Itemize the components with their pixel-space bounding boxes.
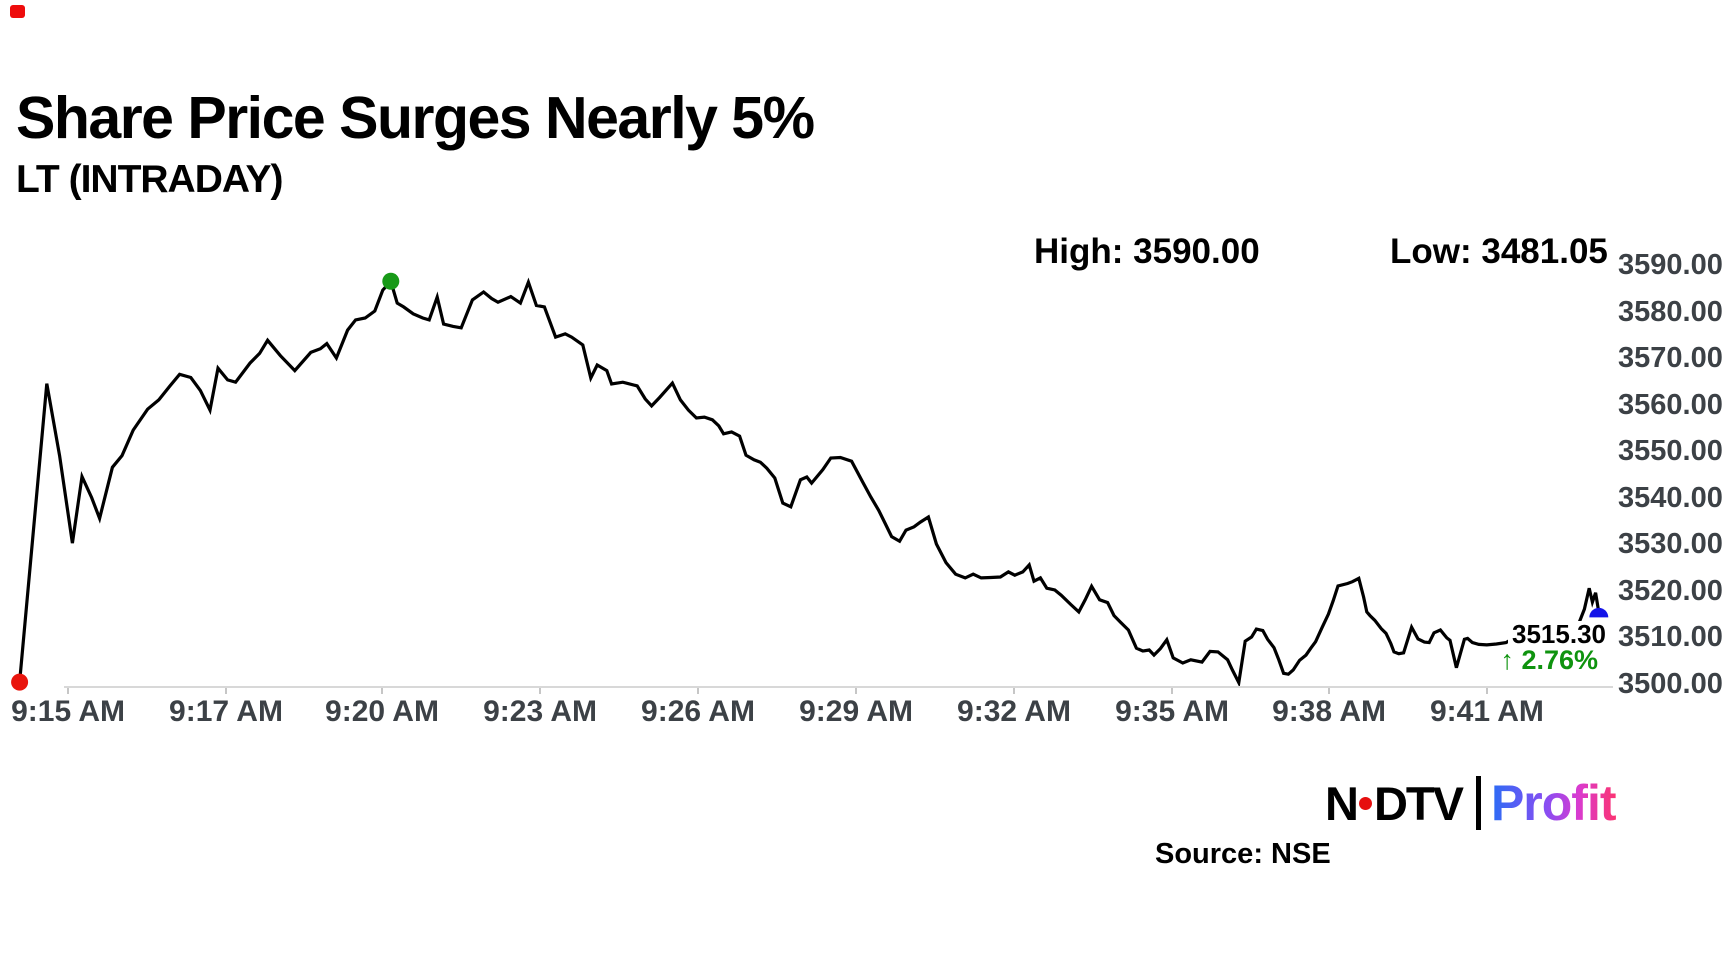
price-line <box>18 277 1601 688</box>
y-tick-label: 3530.00 <box>1618 528 1723 560</box>
x-tick-label: 9:26 AM <box>641 695 755 728</box>
x-tick-mark <box>67 688 70 694</box>
page-title: Share Price Surges Nearly 5% <box>16 85 815 151</box>
y-tick-label: 3580.00 <box>1618 295 1723 328</box>
y-tick-label: 3550.00 <box>1618 435 1723 467</box>
marker-layer <box>11 272 1609 691</box>
x-tick-mark <box>1328 688 1331 694</box>
ndtv-logo-text: N DTV <box>1325 776 1464 831</box>
y-tick-label: 3520.00 <box>1618 574 1723 607</box>
y-tick-label: 3540.00 <box>1618 481 1723 514</box>
logo-divider <box>1475 776 1481 830</box>
x-tick-mark <box>381 688 383 694</box>
x-tick-mark <box>539 688 542 694</box>
y-tick-label: 3560.00 <box>1618 388 1723 421</box>
source-label: Source: NSE <box>1155 838 1331 870</box>
last-change-label: ↑ 2.76% <box>1498 646 1598 674</box>
red-corner-marker <box>10 5 25 18</box>
last-price-dot <box>1589 607 1609 618</box>
high-value-label: High: 3590.00 <box>1034 232 1260 271</box>
x-tick-mark <box>1171 688 1174 694</box>
x-tick-label: 9:41 AM <box>1429 695 1544 728</box>
y-tick-label: 3570.00 <box>1618 342 1723 374</box>
x-tick-mark <box>1485 688 1488 694</box>
last-price-label: 3515.30 <box>1508 621 1606 649</box>
x-tick-mark <box>225 688 227 694</box>
session-open-low-dot <box>11 673 29 691</box>
x-tick-label: 9:20 AM <box>325 695 439 728</box>
profit-logo-text: Profit <box>1490 775 1617 831</box>
x-tick-label: 9:38 AM <box>1272 695 1386 728</box>
y-tick-label: 3500.00 <box>1618 667 1723 700</box>
price-line-chart <box>11 272 1609 691</box>
x-tick-label: 9:23 AM <box>483 695 598 728</box>
chart-subtitle: LT (INTRADAY) <box>16 158 283 201</box>
y-tick-label: 3590.00 <box>1618 249 1723 281</box>
x-tick-mark <box>1013 688 1015 694</box>
session-high-dot <box>382 272 400 290</box>
ndtv-logo-red-dot-icon <box>1358 796 1372 810</box>
x-tick-label: 9:17 AM <box>169 695 283 728</box>
x-tick-label: 9:35 AM <box>1115 695 1230 728</box>
y-tick-label: 3510.00 <box>1618 621 1723 653</box>
low-value-label: Low: 3481.05 <box>1390 232 1608 271</box>
ndtv-profit-logo: N DTV Profit <box>1325 774 1616 832</box>
x-tick-mark <box>697 688 699 694</box>
x-tick-mark <box>855 688 858 694</box>
x-axis-line <box>64 686 1613 688</box>
ndtv-logo-dtv: DTV <box>1373 776 1464 830</box>
x-tick-label: 9:29 AM <box>799 695 914 728</box>
ndtv-logo-n: N <box>1325 776 1359 830</box>
x-tick-label: 9:32 AM <box>957 695 1071 728</box>
x-tick-label: 9:15 AM <box>11 695 126 728</box>
